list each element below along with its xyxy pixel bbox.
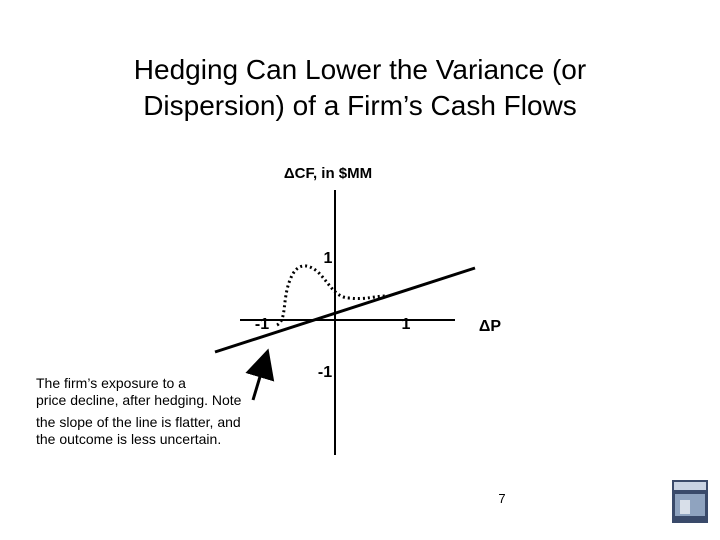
tick-label: 1 (402, 316, 411, 333)
title-line: Hedging Can Lower the Variance (or (134, 54, 586, 85)
x-axis-label: ΔP (479, 318, 502, 335)
annotation-line: The firm’s exposure to a (36, 375, 186, 391)
hedged-exposure-line (214, 266, 476, 354)
annotation-arrow (245, 348, 275, 401)
annotation-line: the outcome is less uncertain. (36, 431, 221, 447)
tick-label: -1 (255, 316, 269, 333)
annotation-line: price decline, after hedging. Note (36, 392, 242, 408)
unhedged-exposure-curve (276, 264, 386, 327)
page-number: 7 (498, 491, 505, 506)
tick-label: 1 (324, 250, 333, 267)
tick-label: -1 (318, 364, 332, 381)
title-line: Dispersion) of a Firm’s Cash Flows (143, 90, 577, 121)
book-thumbnail (672, 480, 708, 523)
annotation-line: the slope of the line is flatter, and (36, 414, 241, 430)
y-axis-label: ΔCF, in $MM (284, 165, 372, 182)
